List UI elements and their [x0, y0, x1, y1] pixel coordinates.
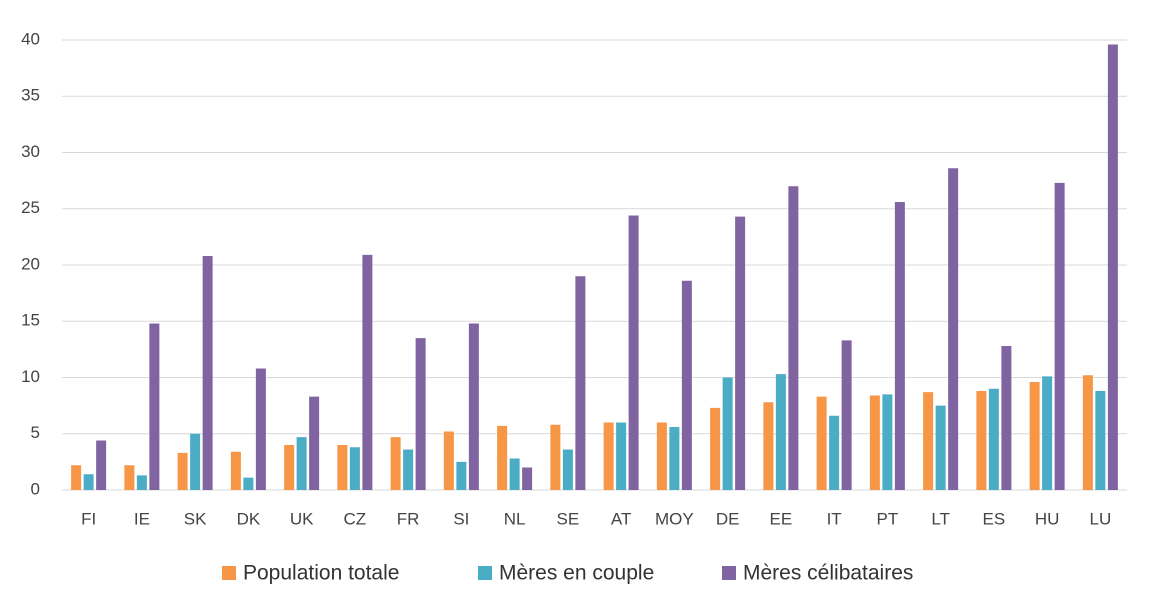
x-tick-label: ES — [983, 509, 1006, 528]
bar — [255, 368, 266, 490]
legend-swatch — [722, 566, 736, 580]
bar — [882, 394, 893, 490]
y-tick-label: 0 — [31, 479, 40, 498]
bar — [190, 433, 201, 490]
y-tick-label: 30 — [21, 142, 40, 161]
legend-swatch — [222, 566, 236, 580]
bar — [763, 402, 774, 490]
bar — [177, 452, 188, 490]
bar — [309, 396, 320, 490]
x-tick-label: FI — [81, 509, 96, 528]
bar — [656, 422, 667, 490]
bar — [337, 445, 348, 490]
y-tick-label: 40 — [21, 29, 40, 48]
bar — [509, 458, 520, 490]
legend-label: Population totale — [243, 562, 399, 585]
bar — [83, 474, 94, 490]
bar — [522, 467, 533, 490]
bar — [1082, 375, 1093, 490]
legend-label: Mères en couple — [499, 562, 654, 585]
bar — [575, 276, 586, 490]
bar — [124, 465, 135, 490]
bar — [390, 437, 401, 490]
bar — [415, 338, 426, 490]
bar — [775, 374, 786, 490]
x-tick-label: NL — [504, 509, 526, 528]
bar — [628, 215, 639, 490]
x-tick-label: CZ — [344, 509, 367, 528]
bar — [403, 449, 414, 490]
bar — [722, 377, 733, 490]
bar — [96, 440, 107, 490]
bar — [681, 280, 692, 490]
bar — [841, 340, 852, 490]
y-tick-label: 25 — [21, 198, 40, 217]
legend-swatch — [478, 566, 492, 580]
bar — [948, 168, 959, 490]
y-tick-label: 10 — [21, 367, 40, 386]
bar — [616, 422, 627, 490]
bar — [869, 395, 880, 490]
x-tick-label: MOY — [655, 509, 694, 528]
bar — [497, 425, 508, 490]
bar — [735, 216, 746, 490]
bar — [669, 427, 680, 490]
bar — [362, 254, 373, 490]
bar — [284, 445, 295, 490]
bar — [296, 437, 307, 490]
x-tick-label: IT — [827, 509, 842, 528]
x-tick-label: AT — [611, 509, 631, 528]
x-tick-label: SI — [453, 509, 469, 528]
bar — [468, 323, 479, 490]
y-tick-label: 15 — [21, 311, 40, 330]
legend-label: Mères célibataires — [743, 562, 913, 585]
bar — [1054, 182, 1065, 490]
x-tick-label: IE — [134, 509, 150, 528]
bar — [1001, 346, 1012, 490]
x-tick-label: FR — [397, 509, 420, 528]
x-tick-label: DK — [237, 509, 261, 528]
bar — [1042, 376, 1053, 490]
bar — [136, 475, 147, 490]
bar — [550, 424, 561, 490]
x-tick-label: EE — [770, 509, 793, 528]
x-tick-label: SE — [557, 509, 580, 528]
bar — [149, 323, 160, 490]
bar — [230, 451, 241, 490]
x-tick-label: UK — [290, 509, 314, 528]
bar — [988, 388, 999, 490]
bar — [710, 407, 721, 490]
bar — [443, 431, 454, 490]
bar — [1029, 382, 1040, 490]
bar — [1095, 391, 1106, 490]
bar — [976, 391, 987, 490]
x-tick-label: LT — [931, 509, 950, 528]
y-tick-label: 5 — [31, 423, 40, 442]
bar — [788, 186, 799, 490]
bar — [829, 415, 840, 490]
bar — [71, 465, 82, 490]
bar — [456, 461, 467, 490]
bar — [243, 477, 254, 490]
x-tick-label: SK — [184, 509, 207, 528]
bar — [894, 202, 905, 490]
bar — [1107, 44, 1118, 490]
x-tick-label: HU — [1035, 509, 1060, 528]
x-tick-label: LU — [1090, 509, 1112, 528]
bar — [562, 449, 573, 490]
bar — [816, 396, 827, 490]
bar — [349, 447, 360, 490]
y-tick-label: 20 — [21, 254, 40, 273]
bar — [923, 392, 934, 490]
x-tick-label: DE — [716, 509, 740, 528]
bar — [202, 256, 213, 490]
bar — [935, 405, 946, 490]
y-tick-label: 35 — [21, 86, 40, 105]
x-tick-label: PT — [877, 509, 899, 528]
bar — [603, 422, 614, 490]
